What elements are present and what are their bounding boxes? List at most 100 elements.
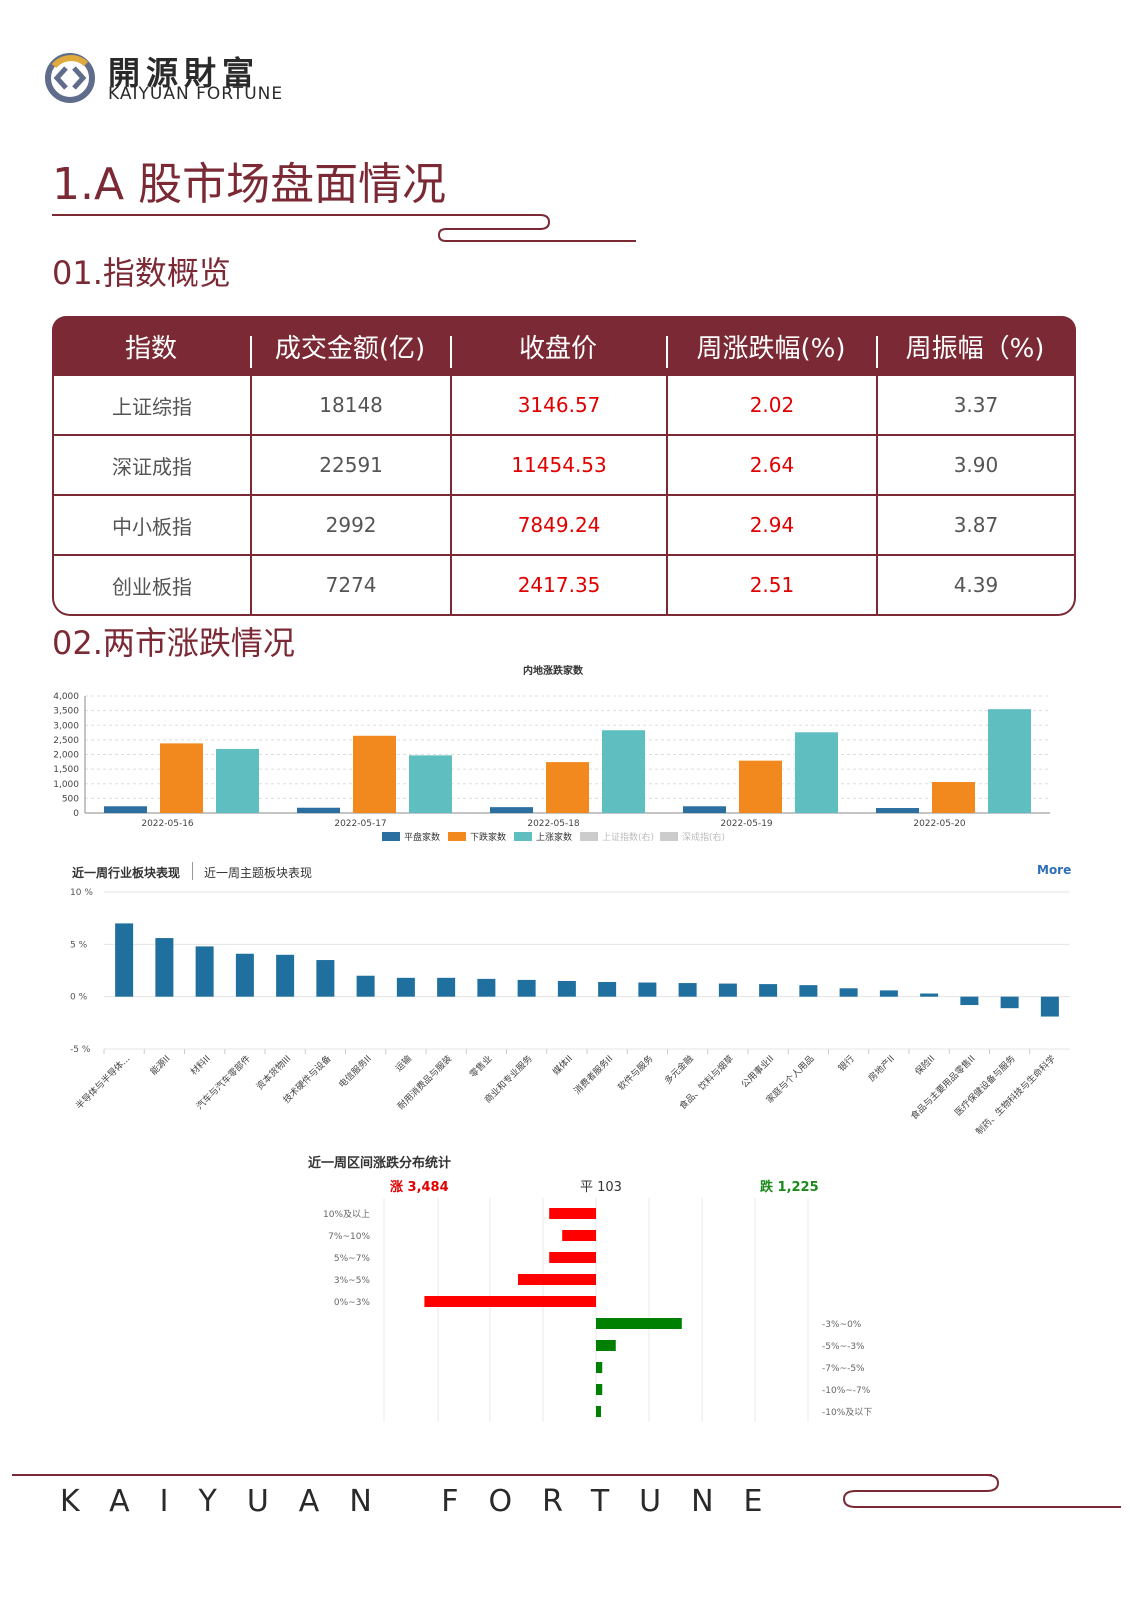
cell-index: 上证综指 <box>112 394 193 419</box>
cell-amplitude: 3.37 <box>875 376 1074 434</box>
down-range-label: -10%及以下 <box>822 1407 872 1418</box>
cell-turnover: 2992 <box>250 496 450 554</box>
sector-bar <box>1040 996 1059 1017</box>
sector-bar <box>960 996 979 1006</box>
legend-swatch <box>448 832 466 841</box>
down-bar <box>596 1340 616 1351</box>
tab-divider <box>192 862 193 880</box>
sector-bar <box>839 988 858 997</box>
sector-bar <box>356 975 375 997</box>
tab-theme-sectors[interactable]: 近一周主题板块表现 <box>204 866 313 880</box>
sector-bar <box>477 978 496 997</box>
down-bar <box>596 1362 603 1373</box>
bar-down <box>739 760 782 813</box>
y-tick-label: 1,500 <box>53 765 79 775</box>
header-close: 收盘价 <box>450 328 666 368</box>
sector-performance-chart: 10 %5 %0 %-5 %半导体与半导体... 能源II 材料II汽车与汽车零部件… <box>70 888 1070 1134</box>
bar-flat <box>876 808 919 813</box>
y-tick-label: 5 % <box>70 940 88 950</box>
x-tick-label: 2022-05-20 <box>913 819 966 829</box>
legend-label: 下跌家数 <box>470 831 506 843</box>
sector-label: 零售业 <box>467 1053 495 1081</box>
chart-title: 内地涨跌家数 <box>523 664 584 677</box>
more-link[interactable]: More <box>1037 863 1072 877</box>
bar-down <box>160 743 203 813</box>
sector-bar <box>235 953 254 997</box>
sector-bar <box>195 946 214 997</box>
sector-label: 软件与服务 <box>615 1053 655 1093</box>
y-tick-label: 3,500 <box>53 707 79 717</box>
sector-label: 能源II <box>148 1053 173 1078</box>
bar-down <box>546 762 589 813</box>
bar-flat <box>490 807 533 813</box>
legend-swatch <box>382 832 400 841</box>
sector-bar <box>759 984 778 997</box>
up-range-label: 10%及以上 <box>323 1209 370 1220</box>
cell-turnover: 7274 <box>250 556 450 614</box>
sector-label: 运输 <box>393 1053 414 1074</box>
up-range-label: 7%~10% <box>328 1232 370 1242</box>
footer-rule <box>12 1474 992 1476</box>
y-tick-label: 0 <box>73 809 79 819</box>
sector-label: 媒体II <box>550 1053 575 1078</box>
sector-label: 保险II <box>912 1053 937 1078</box>
header-weekly-change: 周涨跌幅(%) <box>666 328 876 368</box>
sector-bar <box>396 977 415 997</box>
up-count: 涨 3,484 <box>390 1180 449 1195</box>
down-range-label: -5%~-3% <box>822 1342 865 1352</box>
y-tick-label: 1,000 <box>53 780 79 790</box>
bar-up <box>602 730 645 813</box>
up-range-label: 5%~7% <box>334 1254 371 1264</box>
sector-label: 资本货物III <box>254 1053 294 1093</box>
cell-change: 2.51 <box>666 556 876 614</box>
bar-flat <box>683 806 726 813</box>
up-bar <box>562 1230 596 1241</box>
footer-decoration <box>836 1474 1121 1508</box>
table-row: 中小板指 2992 7849.24 2.94 3.87 <box>54 496 1074 556</box>
bar-up <box>216 748 259 813</box>
cell-close: 3146.57 <box>450 376 666 434</box>
sector-label: 房地产II <box>866 1053 897 1084</box>
legend-swatch <box>580 832 598 841</box>
sector-bar <box>598 982 617 997</box>
sector-bar <box>678 983 697 997</box>
sector-bar <box>517 979 536 997</box>
tab-industry-sectors[interactable]: 近一周行业板块表现 <box>72 866 181 880</box>
sector-bar <box>920 993 939 997</box>
bar-flat <box>104 806 147 813</box>
sector-bar <box>276 954 295 997</box>
sector-bar <box>1000 996 1019 1009</box>
up-bar <box>424 1296 596 1307</box>
bar-up <box>988 709 1031 813</box>
sector-label: 电信服务II <box>336 1053 374 1091</box>
brand-name-cn: 開源財富 <box>108 54 261 92</box>
section-title: 1.A 股市场盘面情况 <box>52 159 447 210</box>
legend-swatch <box>514 832 532 841</box>
kaiyuan-logo-icon <box>45 53 95 103</box>
legend-label: 平盘家数 <box>404 831 440 843</box>
distribution-chart: 10%及以上 7%~10% 5%~7% 3%~5% 0%~3% -3%~0% -5%~-3%… <box>323 1198 872 1422</box>
sector-bar <box>557 980 576 997</box>
y-tick-label: 2,500 <box>53 736 79 746</box>
cell-turnover: 22591 <box>250 436 450 494</box>
advance-decline-chart: 内地涨跌家数 0 500 1,000 1,500 2,000 2,500 3,000 3,500… <box>53 664 1050 843</box>
cell-amplitude: 3.90 <box>875 436 1074 494</box>
legend-label: 上涨家数 <box>536 831 572 843</box>
sector-bar <box>879 990 898 997</box>
sector-bar <box>437 977 456 997</box>
flat-count: 平 103 <box>580 1180 622 1195</box>
down-bar <box>596 1384 603 1395</box>
cell-amplitude: 4.39 <box>875 556 1074 614</box>
sector-bar <box>115 923 134 997</box>
subtitle-market-breadth: 02.两市涨跌情况 <box>52 624 295 662</box>
sector-label: 材料II <box>188 1053 213 1078</box>
cell-amplitude: 3.87 <box>875 496 1074 554</box>
up-range-label: 0%~3% <box>334 1298 371 1308</box>
x-tick-label: 2022-05-16 <box>141 819 194 829</box>
title-underline-decoration <box>52 214 636 242</box>
bar-down <box>932 781 975 813</box>
sector-bar <box>638 982 657 997</box>
cell-index: 深证成指 <box>112 454 193 479</box>
down-bar <box>596 1318 682 1329</box>
up-bar <box>549 1252 596 1263</box>
